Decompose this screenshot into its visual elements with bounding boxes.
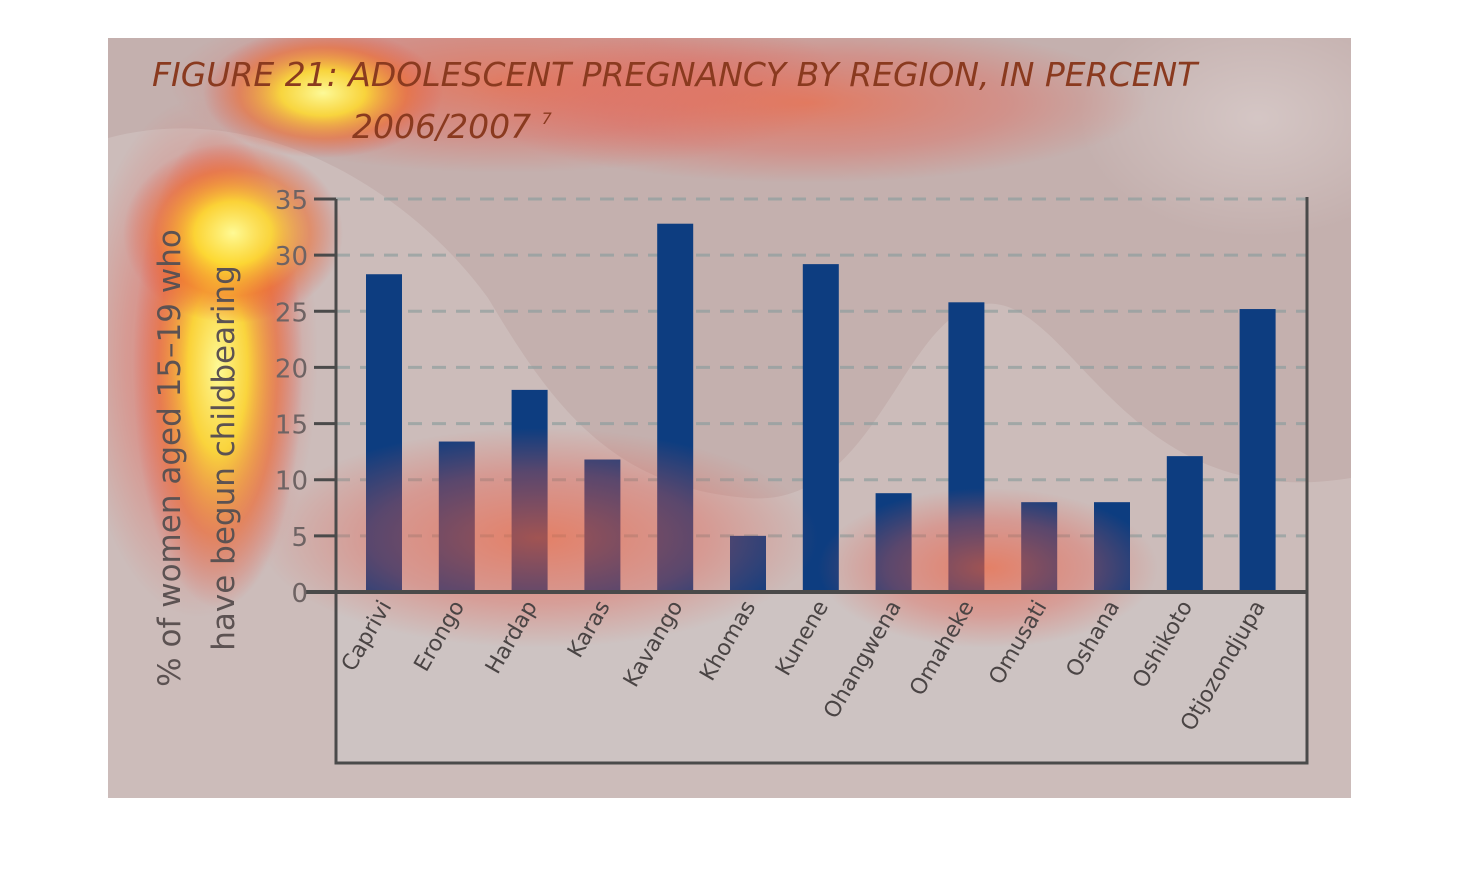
bar <box>1239 309 1276 592</box>
y-tick-label: 25 <box>275 298 308 328</box>
heatmap-blob <box>818 488 1158 648</box>
subtitle-footnote: 7 <box>542 109 553 128</box>
y-tick-label: 30 <box>275 242 308 272</box>
y-tick-label: 10 <box>275 467 308 497</box>
y-tick-label: 0 <box>291 579 308 609</box>
heatmap-blob <box>203 38 443 158</box>
chart-title: FIGURE 21: ADOLESCENT PREGNANCY BY REGIO… <box>152 55 1200 94</box>
y-tick-label: 20 <box>275 354 308 384</box>
heatmap-blob <box>468 38 1148 183</box>
y-tick-label: 35 <box>275 186 308 216</box>
chart-subtitle: 2006/2007 7 <box>352 107 553 146</box>
y-axis-label-line-2: have begun childbearing <box>206 265 242 651</box>
background-highlight <box>1078 38 1351 238</box>
y-tick-label: 5 <box>291 523 308 553</box>
y-axis-label-line-1: % of women aged 15–19 who <box>152 229 188 687</box>
y-axis-label-group: % of women aged 15–19 who have begun chi… <box>152 229 242 687</box>
chart-subtitle-text: 2006/2007 <box>352 107 531 146</box>
y-tick-labels: 0 5 10 15 20 25 30 35 <box>275 186 308 609</box>
y-tick-label: 15 <box>275 411 308 441</box>
bar <box>1166 456 1203 592</box>
axes <box>306 197 1309 763</box>
heatmap-overlay <box>108 38 1158 648</box>
heatmap-blob <box>123 143 343 323</box>
figure-panel: 0 5 10 15 20 25 30 35 Caprivi Erongo Hardap Karas K… <box>108 38 1351 798</box>
